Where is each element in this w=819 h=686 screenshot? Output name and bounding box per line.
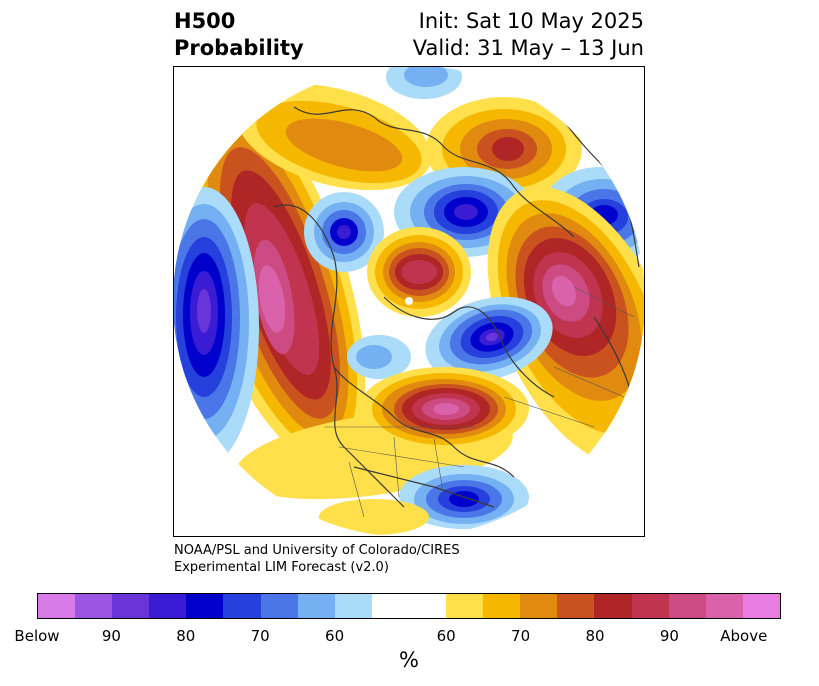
colorbar-swatch xyxy=(149,594,187,618)
colorbar-tick-label: 60 xyxy=(325,627,345,645)
title-left: H500 Probability xyxy=(174,8,304,62)
colorbar-swatch xyxy=(186,594,224,618)
coastlines xyxy=(273,106,640,508)
colorbar-tick-label: Below xyxy=(14,627,60,645)
colorbar-swatch xyxy=(631,594,669,618)
colorbar-tick-label: 90 xyxy=(101,627,121,645)
colorbar-swatch xyxy=(705,594,743,618)
colorbar-swatch xyxy=(446,594,484,618)
credit-line-1: NOAA/PSL and University of Colorado/CIRE… xyxy=(174,543,460,558)
colorbar-swatch xyxy=(557,594,595,618)
anomaly-below-hudson xyxy=(347,335,411,379)
colorbar-tick-label: 70 xyxy=(250,627,270,645)
anomaly-below-greenland xyxy=(425,296,553,382)
colorbar-tick-label: 80 xyxy=(176,627,196,645)
colorbar-swatch xyxy=(38,594,76,618)
title-quantity: Probability xyxy=(174,36,304,60)
colorbar-swatch xyxy=(260,594,298,618)
credit-text: NOAA/PSL and University of Colorado/CIRE… xyxy=(174,542,460,576)
anomaly-above-west-russia xyxy=(487,186,644,468)
title-variable: H500 xyxy=(174,9,236,33)
valid-period: Valid: 31 May – 13 Jun xyxy=(412,36,644,60)
init-date: Init: Sat 10 May 2025 xyxy=(418,9,644,33)
colorbar-swatch xyxy=(223,594,261,618)
anomaly-above-ne-pacific xyxy=(182,90,366,464)
colorbar-tick-label: 80 xyxy=(585,627,605,645)
colorbar-swatch xyxy=(520,594,558,618)
colorbar-swatch xyxy=(371,594,447,618)
colorbar-tick-label: 70 xyxy=(511,627,531,645)
colorbar-units: % xyxy=(399,648,419,672)
colorbar-tick-label: 90 xyxy=(659,627,679,645)
north-pole-marker xyxy=(405,297,413,305)
colorbar-swatch xyxy=(75,594,113,618)
colorbar-swatch xyxy=(594,594,632,618)
colorbar-swatch xyxy=(297,594,335,618)
anomaly-below-bering xyxy=(304,192,384,272)
anomaly-above-chukchi xyxy=(367,227,471,317)
map-canvas xyxy=(174,67,644,536)
colorbar-swatch xyxy=(334,594,372,618)
colorbar-swatch xyxy=(483,594,521,618)
colorbar-swatch xyxy=(112,594,150,618)
probability-map xyxy=(173,66,645,537)
colorbar-tick-label: 60 xyxy=(436,627,456,645)
colorbar xyxy=(37,593,781,619)
anomaly-above-bottom-left xyxy=(319,499,429,535)
colorbar-swatch xyxy=(742,594,780,618)
anomaly-above-great-lakes xyxy=(235,367,529,500)
colorbar-tick-label: Above xyxy=(720,627,768,645)
credit-line-2: Experimental LIM Forecast (v2.0) xyxy=(174,560,389,575)
colorbar-swatch xyxy=(668,594,706,618)
title-right: Init: Sat 10 May 2025 Valid: 31 May – 13… xyxy=(413,8,644,62)
anomaly-below-top xyxy=(386,67,462,99)
